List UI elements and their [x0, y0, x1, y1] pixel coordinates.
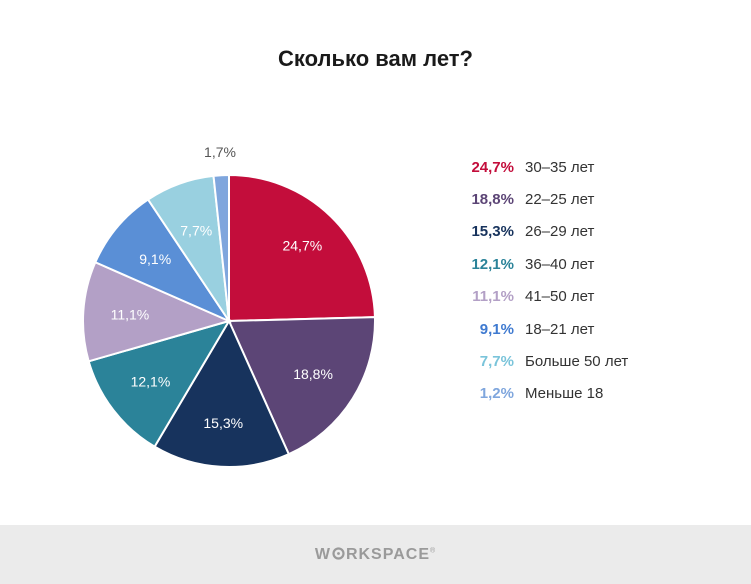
legend-percent: 11,1% [472, 288, 514, 306]
pie-slice-label-5: 11,1% [111, 306, 150, 322]
legend-item: 15,3% 26–29 лет [456, 216, 628, 248]
pie-slice-4 [87, 319, 232, 449]
footer-bar: W RKSPACE® [0, 525, 751, 584]
legend-percent: 15,3% [471, 223, 514, 241]
pie-slice-label-8: 1,7% [204, 144, 236, 160]
brand-registered-mark: ® [429, 547, 437, 555]
legend-percent: 24,7% [471, 158, 514, 176]
brand-suffix: RKSPACE [345, 545, 430, 563]
pie-slice-label-3: 15,3% [203, 415, 243, 431]
legend-label: 41–50 лет [525, 288, 595, 306]
legend-percent: 18,8% [471, 191, 514, 209]
legend: 24,7% 30–35 лет 18,8% 22–25 лет 15,3% 26–29 л… [456, 151, 628, 410]
legend-label: 36–40 лет [525, 255, 595, 273]
pie-slice-5 [82, 260, 232, 363]
pie-slice-label-6: 9,1% [139, 251, 171, 267]
legend-percent: 12,1% [471, 255, 514, 273]
pie-slice-6 [94, 198, 232, 324]
legend-label: Больше 50 лет [525, 353, 629, 371]
pie-slice-8 [212, 173, 230, 322]
legend-item: 12,1% 36–40 лет [456, 248, 628, 280]
pie-slice-3 [153, 318, 291, 468]
legend-item: 11,1% 41–50 лет [456, 281, 628, 313]
pie-slice-1 [228, 173, 376, 323]
pie-slice-label-2: 18,8% [293, 366, 333, 382]
brand-prefix: W [314, 545, 331, 563]
legend-label: 26–29 лет [525, 223, 595, 241]
legend-item: 18,8% 22–25 лет [456, 183, 628, 215]
brand-o-icon [332, 546, 345, 560]
legend-label: 18–21 лет [525, 320, 595, 338]
legend-item: 7,7% Больше 50 лет [456, 345, 629, 377]
legend-item: 9,1% 18–21 лет [456, 313, 628, 345]
chart-title: Сколько вам лет? [278, 46, 473, 71]
legend-label: 30–35 лет [525, 158, 595, 176]
legend-percent: 1,2% [479, 385, 514, 403]
pie-slice-label-1: 24,7% [282, 238, 322, 254]
pie-slice-2 [227, 316, 376, 456]
pie-slice-label-4: 12,1% [131, 374, 171, 390]
legend-percent: 7,7% [479, 353, 514, 371]
legend-percent: 9,1% [479, 320, 514, 338]
legend-item: 24,7% 30–35 лет [456, 151, 628, 183]
brand-logo: W RKSPACE® [315, 546, 436, 564]
pie-slice-label-7: 7,7% [180, 222, 212, 238]
legend-label: 22–25 лет [525, 191, 595, 209]
legend-item: 1,2% Меньше 18 [456, 378, 628, 410]
pie-chart: 24,7% 18,8% 15,3% 12,1% 11,1% 9,1% 7,7% 1,7% [82, 144, 376, 468]
legend-label: Меньше 18 [525, 385, 604, 403]
